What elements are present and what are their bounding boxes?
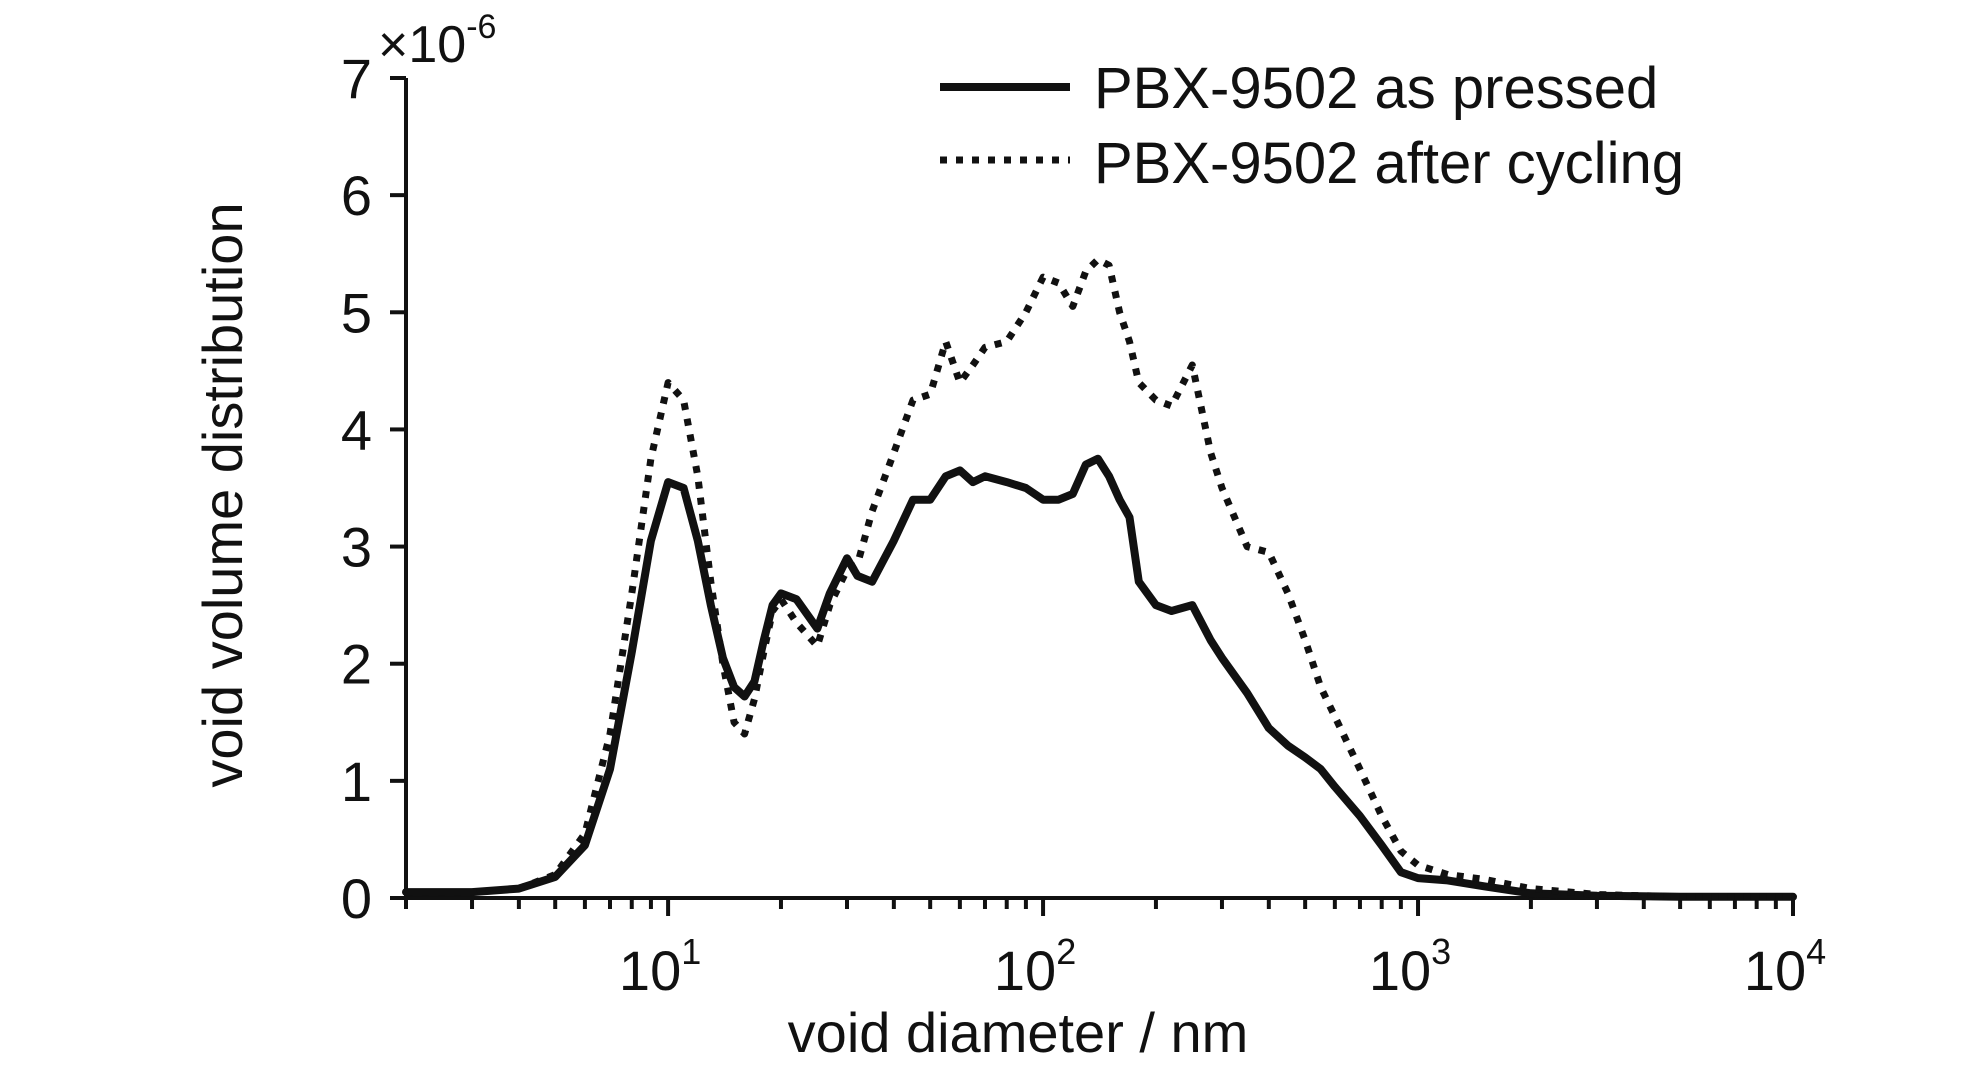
data-point: [1319, 685, 1323, 689]
y-tick-label: 4: [341, 398, 372, 461]
y-tick-label: 5: [341, 281, 372, 344]
legend-label-after-cycling: PBX-9502 after cycling: [1094, 131, 1684, 196]
y-tick-label: 0: [341, 867, 372, 930]
data-point: [1303, 638, 1307, 642]
x-axis-label: void diameter / nm: [788, 1001, 1249, 1063]
x-tick-label: 104: [1744, 931, 1826, 1002]
y-tick-label: 7: [341, 47, 372, 110]
data-point: [1380, 814, 1384, 818]
x-tick-base: 10: [1369, 939, 1431, 1002]
y-multiplier: ×10-6: [378, 8, 496, 74]
y-tick-label: 6: [341, 164, 372, 227]
data-point: [958, 381, 962, 385]
x-tick-base: 10: [1744, 939, 1806, 1002]
x-tick-exponent: 3: [1431, 931, 1451, 972]
data-point: [892, 451, 896, 455]
data-point: [1482, 877, 1486, 881]
data-point: [794, 621, 798, 625]
x-tick-exponent: 4: [1806, 931, 1826, 972]
data-point: [696, 474, 700, 478]
y-multiplier-exponent: -6: [466, 8, 496, 46]
x-ticks: 101 102 103 104: [404, 898, 1826, 1002]
data-point: [1333, 714, 1337, 718]
data-point: [1267, 550, 1271, 554]
series-line-as-pressed: [402, 454, 1797, 901]
data-point: [815, 644, 819, 648]
series-group: [402, 256, 1797, 901]
x-tick-label: 101: [619, 931, 701, 1002]
data-point: [682, 398, 686, 402]
x-tick-exponent: 2: [1056, 931, 1076, 972]
x-tick-base: 10: [994, 939, 1056, 1002]
y-ticks: 0 1 2 3 4 5 6 7: [341, 47, 406, 930]
series-line-after-cycling: [406, 256, 1793, 901]
x-tick-exponent: 1: [681, 931, 701, 972]
x-tick-base: 10: [619, 939, 681, 1002]
y-multiplier-base: ×10: [378, 16, 466, 74]
y-tick-label: 2: [341, 633, 372, 696]
legend: PBX-9502 as pressed PBX-9502 after cycli…: [940, 56, 1684, 196]
x-tick-label: 102: [994, 931, 1076, 1002]
data-point: [856, 562, 860, 566]
y-axis-label: void volume distribution: [191, 202, 254, 787]
data-point: [1005, 340, 1009, 344]
y-tick-label: 3: [341, 516, 372, 579]
legend-label-as-pressed: PBX-9502 as pressed: [1094, 56, 1658, 121]
y-tick-label: 1: [341, 750, 372, 813]
x-tick-label: 103: [1369, 931, 1451, 1002]
